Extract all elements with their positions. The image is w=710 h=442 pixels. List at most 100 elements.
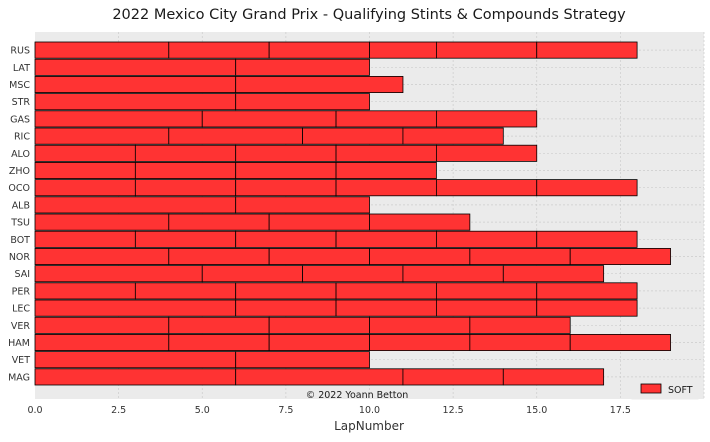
y-tick-label: STR: [12, 97, 31, 108]
y-tick-label: SAI: [14, 269, 30, 280]
stint-bar-alo: [235, 144, 337, 162]
stint-bar-per: [34, 282, 136, 300]
stint-bar-lec: [536, 299, 638, 317]
x-axis-ticks: 0.0 2.5 5.0 7.5 10.0 12.5 15.0 17.5: [27, 405, 631, 416]
stint-bar-ric: [168, 127, 304, 145]
stint-bar-zho: [134, 161, 237, 179]
stint-bar-lec: [235, 299, 337, 317]
x-tick-label: 12.5: [443, 405, 464, 416]
x-tick-label: 10.0: [359, 405, 380, 416]
stint-bar-msc: [34, 76, 237, 94]
stint-bar-nor: [469, 247, 571, 265]
stint-bar-sai: [34, 265, 203, 283]
x-tick-label: 5.0: [195, 405, 210, 416]
stint-bar-lec: [335, 299, 437, 317]
stint-bar-bot: [134, 230, 237, 248]
stint-bar-tsu: [268, 213, 370, 231]
stint-bar-ric: [34, 127, 170, 145]
stint-bar-bot: [536, 230, 638, 248]
y-tick-label: OCO: [8, 183, 30, 194]
legend-swatch-soft: [640, 383, 662, 394]
y-tick-label: RUS: [10, 46, 30, 57]
stint-bar-alb: [235, 196, 370, 214]
stint-bar-gas: [201, 110, 337, 128]
stint-bar-rus: [435, 41, 538, 59]
stint-bar-rus: [168, 41, 270, 59]
stint-bar-per: [335, 282, 437, 300]
y-tick-label: NOR: [9, 252, 31, 263]
stint-bar-ham: [469, 333, 571, 351]
stint-bar-mag: [235, 368, 404, 386]
stint-bar-bot: [235, 230, 337, 248]
stint-bar-sai: [502, 265, 605, 283]
bars-layer: [34, 41, 671, 386]
stint-bar-per: [235, 282, 337, 300]
legend-label-soft: SOFT: [668, 385, 693, 396]
y-axis-ticks: RUS LAT MSC STR GAS RIC ALO ZHO OCO ALB TSU BOT NOR S…: [8, 46, 30, 384]
stint-bar-sai: [201, 265, 303, 283]
stint-bar-rus: [369, 41, 437, 59]
stint-bar-oco: [435, 179, 538, 197]
y-tick-label: RIC: [14, 132, 30, 143]
stint-bar-gas: [34, 110, 203, 128]
stint-bar-nor: [168, 247, 270, 265]
y-tick-label: VET: [12, 355, 31, 366]
stint-bar-alb: [34, 196, 237, 214]
stint-bar-ham: [569, 333, 671, 351]
stint-bar-ver: [369, 316, 471, 334]
stint-bar-ver: [268, 316, 370, 334]
stint-bar-zho: [235, 161, 337, 179]
stint-bar-bot: [34, 230, 136, 248]
stint-bar-bot: [435, 230, 538, 248]
x-axis-label: LapNumber: [334, 419, 404, 433]
y-tick-label: BOT: [10, 235, 30, 246]
stint-bar-zho: [335, 161, 437, 179]
stint-bar-mag: [34, 368, 237, 386]
stint-bar-ver: [168, 316, 270, 334]
stint-bar-oco: [235, 179, 337, 197]
y-tick-label: TSU: [10, 218, 30, 229]
watermark-text: © 2022 Yoann Betton: [306, 390, 409, 401]
stint-bar-alo: [435, 144, 538, 162]
stint-bar-ric: [302, 127, 404, 145]
stint-bar-ric: [402, 127, 504, 145]
y-tick-label: ALO: [11, 149, 30, 160]
stint-bar-ham: [369, 333, 471, 351]
stint-bar-mag: [502, 368, 605, 386]
stint-bar-zho: [34, 161, 136, 179]
stint-bar-nor: [369, 247, 471, 265]
x-tick-label: 2.5: [111, 405, 126, 416]
y-tick-label: LAT: [13, 63, 30, 74]
y-tick-label: GAS: [10, 114, 30, 125]
y-tick-label: MSC: [9, 80, 30, 91]
stint-bar-oco: [34, 179, 136, 197]
y-tick-label: VER: [11, 321, 31, 332]
stint-bar-lat: [235, 58, 370, 76]
stint-bar-ham: [268, 333, 370, 351]
stint-bar-rus: [268, 41, 370, 59]
stint-bar-lec: [34, 299, 237, 317]
stint-bar-nor: [34, 247, 170, 265]
stint-bar-per: [435, 282, 538, 300]
stint-bar-oco: [134, 179, 237, 197]
stint-bar-str: [34, 93, 237, 111]
stint-bar-mag: [402, 368, 504, 386]
y-tick-label: HAM: [8, 338, 30, 349]
stint-bar-rus: [536, 41, 638, 59]
stint-bar-sai: [302, 265, 404, 283]
x-tick-label: 15.0: [526, 405, 547, 416]
x-tick-label: 17.5: [610, 405, 631, 416]
stint-bar-nor: [569, 247, 671, 265]
stint-bar-rus: [34, 41, 170, 59]
stint-bar-str: [235, 93, 370, 111]
stint-bar-nor: [268, 247, 370, 265]
stint-bar-ham: [168, 333, 270, 351]
legend: SOFT: [631, 378, 699, 400]
y-tick-label: LEC: [12, 304, 30, 315]
stint-bar-oco: [335, 179, 437, 197]
stint-bar-lec: [435, 299, 538, 317]
stint-bar-gas: [335, 110, 437, 128]
y-tick-label: ALB: [12, 200, 30, 211]
